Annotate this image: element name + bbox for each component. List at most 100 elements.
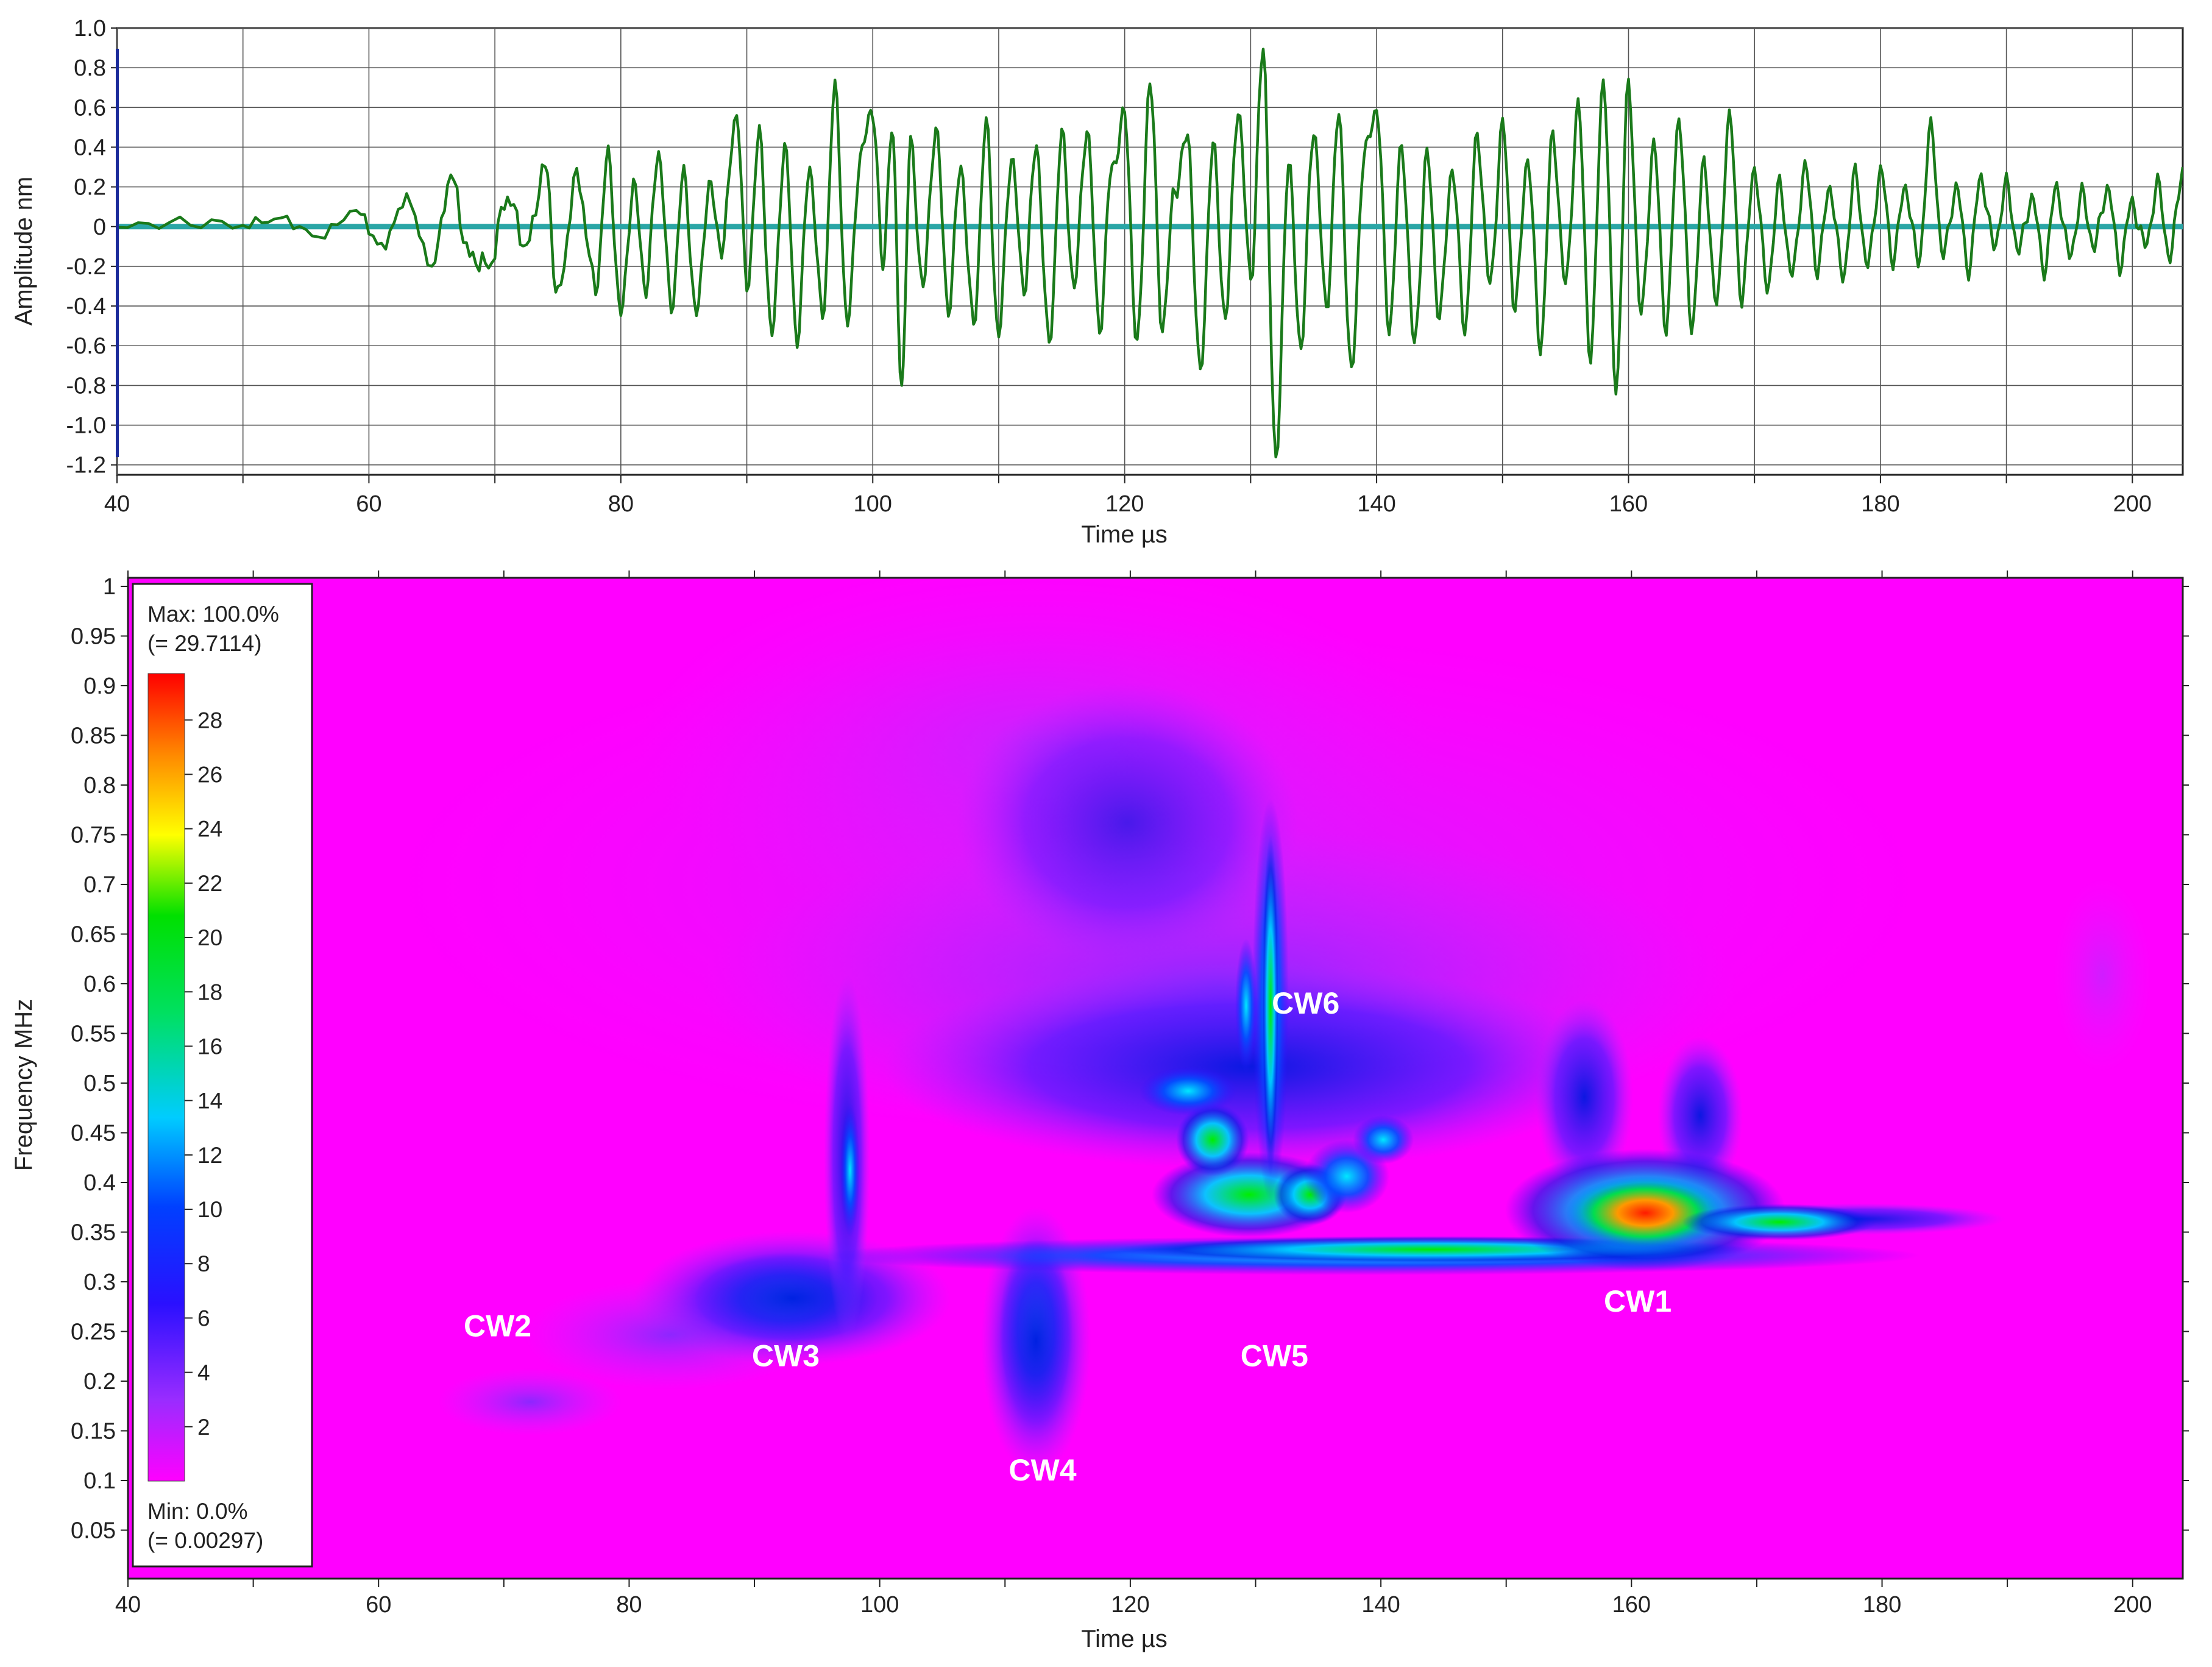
colorbar-gradient <box>147 673 185 1482</box>
waveform-x-tick-label: 140 <box>1357 491 1395 517</box>
waveform-y-tick-label: 0.6 <box>74 95 106 121</box>
colorbar-tick-label: 26 <box>197 762 222 787</box>
waveform-x-tick-label: 80 <box>608 491 634 517</box>
spectrogram-y-tick-label: 0.75 <box>71 823 116 848</box>
cluster-143 <box>1353 1115 1414 1164</box>
waveform-x-tick-label: 160 <box>1609 491 1648 517</box>
waveform-x-tick-label: 180 <box>1861 491 1899 517</box>
colorbar-min-label: Min: 0.0% <box>147 1499 248 1524</box>
cw5-left <box>1176 1103 1249 1176</box>
colorbar-tick-label: 22 <box>197 871 222 896</box>
waveform-plot-area <box>116 27 2184 476</box>
spectrogram-x-tick-label: 200 <box>2113 1592 2152 1618</box>
annotation-cw3: CW3 <box>752 1339 820 1373</box>
waveform-left-marker <box>116 49 119 457</box>
colorbar-tick-label: 24 <box>197 817 222 842</box>
spectrogram-x-tick-label: 100 <box>860 1592 899 1618</box>
waveform-y-tick-label: -0.6 <box>66 333 106 359</box>
cw6-stripe-core <box>1262 835 1279 1176</box>
spectrogram-y-tick-label: 0.4 <box>83 1170 116 1196</box>
spectrogram-x-tick-label: 40 <box>115 1592 141 1618</box>
colorbar-tick-label: 4 <box>197 1360 210 1385</box>
haze-region-right <box>2054 878 2151 1073</box>
colorbar: Max: 100.0% (= 29.7114) 2826242220181614… <box>132 583 313 1568</box>
spectrogram-y-tick-label: 0.5 <box>83 1071 116 1097</box>
waveform-panel: 1.0 0.8 0.6 0.4 0.2 0 -0.2 -0.4 -0.6 -0.8 -1.0 -1.2… <box>10 16 2184 548</box>
waveform-x-ticks: 40 60 80 100 120 140 160 180 200 <box>104 475 2152 517</box>
cw-annotations: CW1 CW2 CW3 CW4 CW5 CW6 <box>464 986 1671 1487</box>
spectrogram-panel: 1 0.95 0.9 0.85 0.8 0.75 0.7 0.65 0.6 0.55 0.5 0.45… <box>10 570 2189 1652</box>
spectrogram-x-tick-label: 80 <box>616 1592 642 1618</box>
spectrogram-y-axis-label: Frequency MHz <box>10 999 37 1171</box>
colorbar-tick-label: 6 <box>197 1306 210 1331</box>
spectrogram-x-tick-label: 120 <box>1111 1592 1149 1618</box>
waveform-series <box>117 48 2183 459</box>
waveform-series-line <box>117 48 2183 459</box>
colorbar-tick-label: 18 <box>197 979 222 1004</box>
spectrogram-x-tick-label: 60 <box>366 1592 391 1618</box>
energy-band-upper <box>957 683 1298 963</box>
waveform-x-tick-label: 60 <box>356 491 381 517</box>
cw3-halo <box>634 1231 951 1365</box>
colorbar-tick-label: 10 <box>197 1197 222 1222</box>
colorbar-tick-label: 2 <box>197 1415 210 1440</box>
spectrogram-y-tick-label: 0.55 <box>71 1022 116 1047</box>
annotation-cw2: CW2 <box>464 1309 531 1343</box>
spectrogram-y-tick-label: 0.15 <box>71 1419 116 1445</box>
spectrogram-y-tick-label: 0.95 <box>71 624 116 650</box>
stripes-155 <box>1536 1000 1633 1195</box>
waveform-y-axis-label: Amplitude nm <box>10 177 37 326</box>
spectrogram-y-tick-label: 0.1 <box>83 1468 116 1494</box>
cw2-region <box>439 1368 622 1435</box>
waveform-y-tick-label: -1.0 <box>66 413 106 439</box>
colorbar-tick-label: 28 <box>197 708 222 733</box>
spectrogram-y-tick-label: 0.2 <box>83 1369 116 1395</box>
spectrogram-x-axis-label: Time µs <box>1081 1626 1168 1652</box>
waveform-y-tick-label: -0.8 <box>66 373 106 399</box>
colorbar-tick-label: 20 <box>197 925 222 950</box>
spectrogram-y-tick-label: 1 <box>103 574 116 600</box>
spectrogram-y-tick-label: 0.05 <box>71 1518 116 1544</box>
waveform-y-tick-label: 0.2 <box>74 175 106 201</box>
spectrogram-y-tick-label: 0.8 <box>83 773 116 798</box>
spectrogram-y-tick-label: 0.9 <box>83 674 116 699</box>
colorbar-tick-label: 12 <box>197 1143 222 1168</box>
waveform-y-tick-label: 1.0 <box>74 16 106 41</box>
spectrogram-x-tick-label: 160 <box>1612 1592 1651 1618</box>
waveform-y-tick-label: 0.8 <box>74 55 106 81</box>
colorbar-ticks: 28 26 24 22 20 18 16 14 12 10 8 6 4 2 <box>185 708 222 1440</box>
waveform-y-tick-label: 0.4 <box>74 135 106 160</box>
colorbar-max-value: (= 29.7114) <box>147 631 262 656</box>
cw6-side <box>1235 939 1257 1073</box>
cw4-halo <box>981 1207 1091 1475</box>
waveform-x-tick-label: 120 <box>1105 491 1144 517</box>
spectrogram-y-tick-label: 0.25 <box>71 1320 116 1345</box>
colorbar-min-value: (= 0.00297) <box>147 1528 263 1553</box>
annotation-cw4: CW4 <box>1009 1453 1076 1487</box>
spectrogram-y-ticks: 1 0.95 0.9 0.85 0.8 0.75 0.7 0.65 0.6 0.55 0.5 0.45… <box>71 574 2189 1544</box>
waveform-y-tick-label: -0.2 <box>66 254 106 280</box>
waveform-y-ticks: 1.0 0.8 0.6 0.4 0.2 0 -0.2 -0.4 -0.6 -0.8 -1.0 -1.2 <box>66 16 117 478</box>
waveform-y-tick-label: -1.2 <box>66 453 106 478</box>
waveform-x-axis-label: Time µs <box>1081 521 1168 548</box>
annotation-cw1: CW1 <box>1604 1284 1671 1318</box>
spectrogram-y-tick-label: 0.3 <box>83 1270 116 1295</box>
waveform-x-tick-label: 40 <box>104 491 130 517</box>
annotation-cw5: CW5 <box>1241 1339 1308 1373</box>
spectrogram-y-tick-label: 0.6 <box>83 972 116 997</box>
waveform-x-tick-label: 200 <box>2113 491 2152 517</box>
cw1-tail <box>1682 1204 1877 1240</box>
cw5-upper <box>1140 1067 1237 1115</box>
cw1-peak <box>1566 1176 1725 1249</box>
colorbar-tick-label: 14 <box>197 1089 222 1114</box>
stripe-98-core <box>840 1103 860 1237</box>
spectrogram-y-tick-label: 0.65 <box>71 922 116 948</box>
colorbar-tick-label: 8 <box>197 1251 210 1276</box>
waveform-y-tick-label: 0 <box>93 215 106 240</box>
colorbar-tick-label: 16 <box>197 1034 222 1059</box>
spectrogram-energy <box>396 578 2151 1475</box>
spectrogram-y-tick-label: 0.35 <box>71 1220 116 1246</box>
spectrogram-x-ticks: 40 60 80 100 120 140 160 180 200 <box>115 570 2152 1618</box>
annotation-cw6: CW6 <box>1272 986 1339 1020</box>
